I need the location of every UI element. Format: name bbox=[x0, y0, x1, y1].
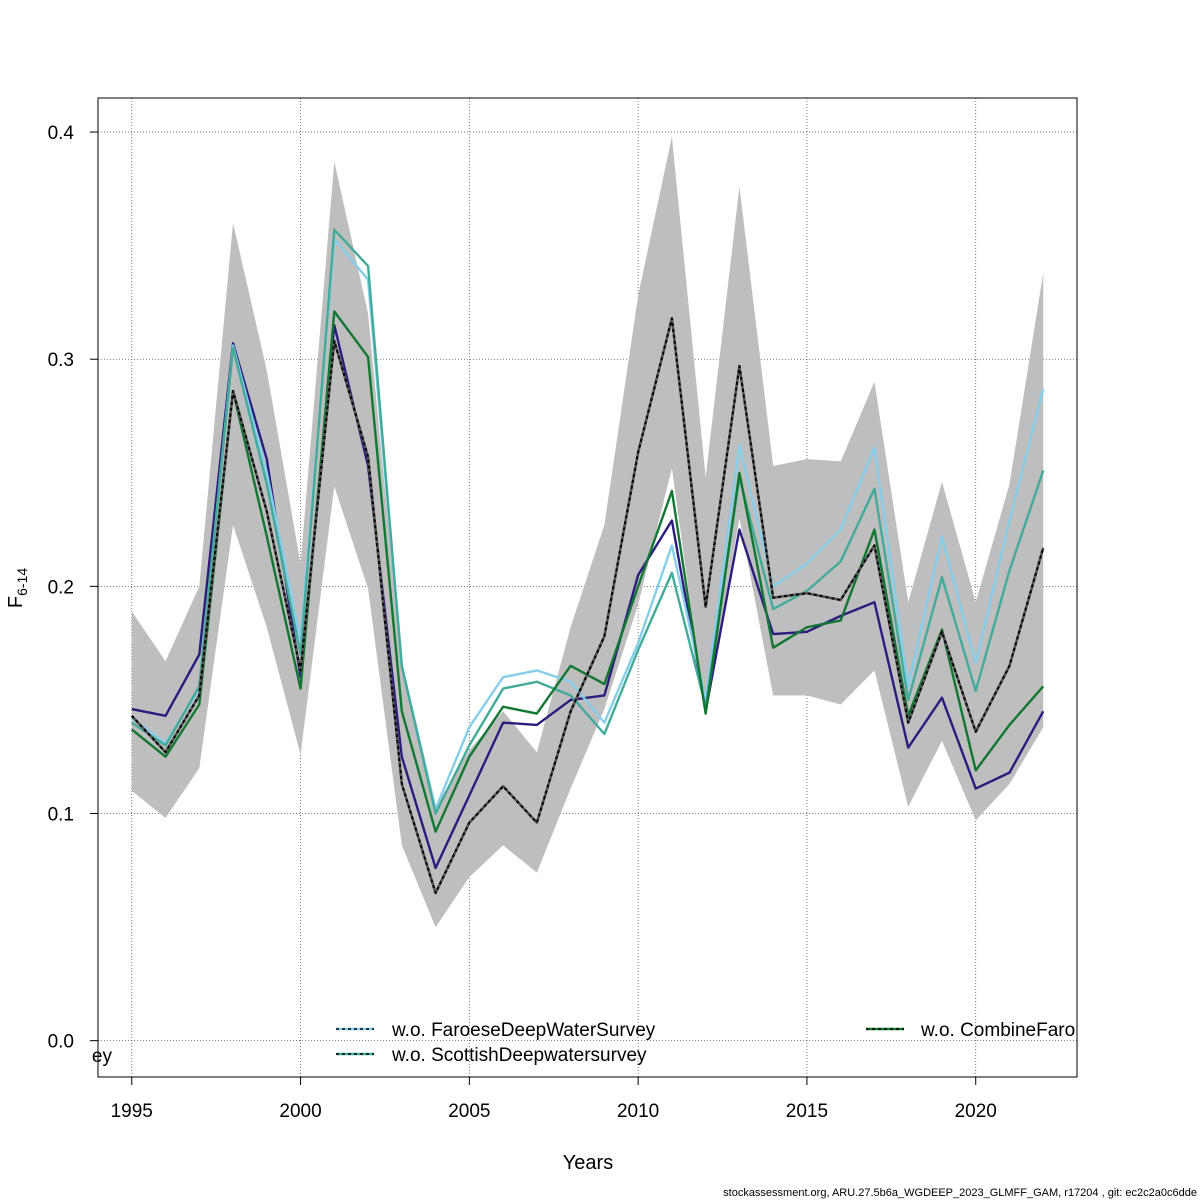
x-axis-ticks: 1995 2000 2005 2010 2015 2020 bbox=[111, 1077, 997, 1122]
y-tick-label: 0.2 bbox=[48, 577, 74, 598]
legend-label-scottish: w.o. ScottishDeepwatersurvey bbox=[391, 1045, 647, 1066]
x-tick-label: 2015 bbox=[786, 1101, 828, 1122]
legend-item-faroese: w.o. FaroeseDeepWaterSurvey bbox=[336, 1020, 656, 1041]
series-line-2 bbox=[131, 228, 1045, 815]
legend-item-combine: w.o. CombineFaro bbox=[866, 1020, 1075, 1041]
x-axis-title: Years bbox=[563, 1152, 613, 1174]
legend-label-faroese: w.o. FaroeseDeepWaterSurvey bbox=[391, 1020, 656, 1041]
x-tick-label: 1995 bbox=[111, 1101, 153, 1122]
x-tick-label: 2005 bbox=[448, 1101, 490, 1122]
series-line-4 bbox=[131, 317, 1045, 895]
series-line-1 bbox=[131, 237, 1045, 811]
x-tick-label: 2020 bbox=[955, 1101, 997, 1122]
y-axis-ticks: 0.0 0.1 0.2 0.3 0.4 bbox=[48, 123, 98, 1053]
x-tick-label: 2000 bbox=[279, 1101, 321, 1122]
legend-clipped-fragment: ey bbox=[92, 1046, 113, 1067]
series-lines bbox=[130, 228, 1045, 895]
confidence-band bbox=[131, 136, 1044, 928]
y-tick-label: 0.1 bbox=[48, 805, 74, 826]
plot-frame bbox=[97, 97, 1078, 1078]
y-tick-label: 0.0 bbox=[48, 1032, 74, 1053]
y-tick-label: 0.3 bbox=[48, 350, 74, 371]
x-tick-label: 2010 bbox=[617, 1101, 659, 1122]
legend: ey w.o. FaroeseDeepWaterSurvey w.o. Scot… bbox=[92, 1020, 1075, 1067]
y-tick-label: 0.4 bbox=[48, 123, 75, 144]
footer-source: stockassessment.org, ARU.27.5b6a_WGDEEP_… bbox=[723, 1187, 1197, 1199]
confidence-band-layer bbox=[131, 136, 1044, 928]
legend-label-combine: w.o. CombineFaro bbox=[920, 1020, 1075, 1041]
y-axis-title-main: F bbox=[5, 596, 27, 608]
legend-item-scottish: w.o. ScottishDeepwatersurvey bbox=[336, 1045, 647, 1066]
y-axis-title-subscript: 6-14 bbox=[14, 568, 30, 596]
y-axis-title: F6-14 bbox=[5, 568, 30, 608]
